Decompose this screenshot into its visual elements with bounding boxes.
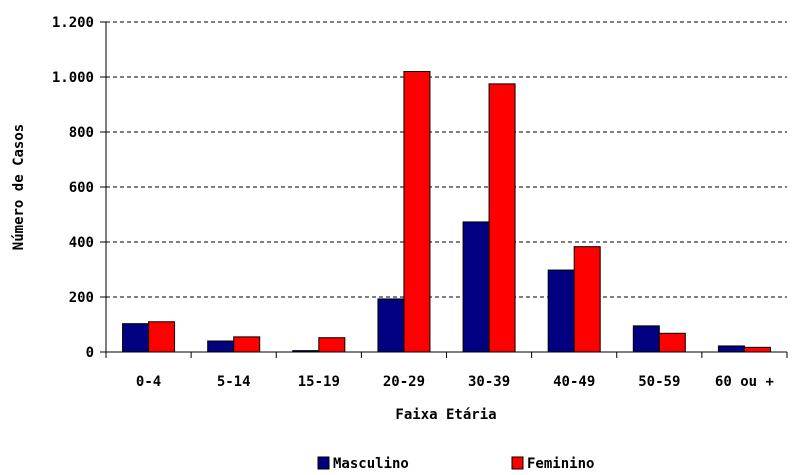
legend-label-feminino: Feminino (527, 456, 594, 472)
y-tick-label: 800 (69, 125, 94, 141)
bar-feminino-50-59 (658, 332, 686, 353)
y-axis-ticks: 0 200 400 600 800 1.000 1.200 (52, 15, 106, 361)
bars (122, 71, 771, 353)
y-tick-label: 200 (69, 290, 94, 306)
bar-masculino-0-4 (122, 323, 150, 353)
x-tick-label: 5-14 (217, 374, 251, 390)
bar-masculino-60-ou- (717, 345, 745, 353)
bar-masculino-30-39 (462, 221, 490, 353)
x-tick-label: 15-19 (298, 374, 340, 390)
x-tick-label: 50-59 (638, 374, 680, 390)
bar-feminino-60-ou- (743, 346, 771, 353)
y-tick-label: 1.000 (52, 70, 94, 86)
grid-lines (106, 21, 787, 298)
legend: Masculino Feminino (317, 456, 594, 472)
bar-feminino-15-19 (318, 337, 346, 353)
bar-masculino-5-14 (207, 340, 235, 353)
y-tick-label: 400 (69, 235, 94, 251)
y-tick-label: 1.200 (52, 15, 94, 31)
bar-masculino-20-29 (377, 298, 405, 353)
x-tick-label: 60 ou + (715, 374, 774, 390)
x-tick-label: 20-29 (383, 374, 425, 390)
x-axis-ticks: 0-4 5-14 15-19 20-29 30-39 40-49 50-59 60 ou + (105, 352, 788, 390)
legend-swatch-feminino (511, 456, 524, 470)
bar-masculino-50-59 (632, 325, 660, 353)
bar-feminino-0-4 (148, 321, 176, 353)
bar-feminino-20-29 (403, 71, 431, 353)
x-tick-label: 0-4 (136, 374, 161, 390)
y-axis-title: Número de Casos (11, 124, 27, 250)
bar-feminino-30-39 (488, 83, 516, 353)
bar-feminino-40-49 (573, 246, 601, 353)
legend-swatch-masculino (317, 456, 330, 470)
x-tick-label: 40-49 (553, 374, 595, 390)
bar-feminino-5-14 (233, 336, 261, 353)
x-axis-title: Faixa Etária (395, 407, 496, 423)
x-tick-label: 30-39 (468, 374, 510, 390)
y-tick-label: 600 (69, 180, 94, 196)
y-tick-label: 0 (86, 345, 94, 361)
bar-masculino-40-49 (547, 269, 575, 353)
legend-label-masculino: Masculino (333, 456, 409, 472)
